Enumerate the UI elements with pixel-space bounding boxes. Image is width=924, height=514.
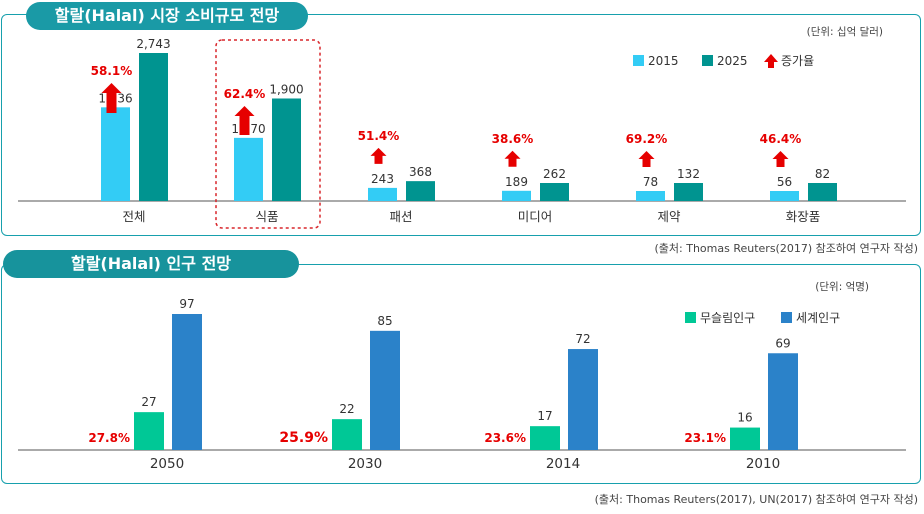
value-label-2025-0: 2,743 [136,37,170,51]
value-label-world-1: 85 [377,314,392,328]
growth-rate-2: 51.4% [358,129,400,143]
legend-label-world: 세계인구 [796,311,840,325]
growth-rate-0: 58.1% [91,64,133,78]
category-label-2: 패션 [389,209,412,224]
bar-world-1 [370,330,400,450]
growth-rate-5: 46.4% [760,132,802,146]
bar-muslim-1 [332,419,362,450]
year-label-1: 2030 [348,456,382,472]
year-label-3: 2010 [746,456,780,472]
bar-2025-2 [406,181,435,201]
legend-swatch-2015 [633,55,644,66]
value-label-world-2: 72 [575,332,590,346]
category-label-5: 화장품 [786,209,821,224]
population-chart-title: 할랄(Halal) 인구 전망 [3,250,299,278]
muslim-share-1: 25.9% [279,430,328,446]
value-label-2025-1: 1,900 [269,82,303,96]
growth-rate-1: 62.4% [224,87,266,101]
bar-2015-4 [636,191,665,201]
bar-world-2 [568,349,598,450]
growth-rate-4: 69.2% [626,132,668,146]
category-label-4: 제약 [657,209,681,224]
value-label-2025-5: 82 [815,167,830,181]
value-label-2015-2: 243 [371,172,394,186]
growth-arrow-0 [101,83,122,113]
food-highlight-box [215,39,321,229]
bar-2015-3 [502,190,531,201]
bar-2025-0 [139,53,168,201]
value-label-world-3: 69 [775,336,790,350]
bar-2025-3 [540,183,569,201]
value-label-muslim-1: 22 [339,402,354,416]
bar-2015-2 [368,187,397,201]
value-label-world-0: 97 [179,297,194,311]
bar-muslim-3 [730,427,760,450]
growth-arrow-3 [504,150,521,167]
growth-arrow-1 [234,106,255,135]
market-unit-label: (단위: 십억 달러) [807,25,883,38]
legend-label-2025: 2025 [717,54,748,68]
legend-label-2015: 2015 [648,54,679,68]
year-label-0: 2050 [150,456,184,472]
population-chart-source: (출처: Thomas Reuters(2017), UN(2017) 참조하여… [594,493,918,506]
bar-2025-1 [272,98,301,201]
value-label-2025-2: 368 [409,165,432,179]
legend-swatch-muslim [685,312,696,323]
value-label-2025-3: 262 [543,167,566,181]
category-label-1: 식품 [255,209,278,224]
bar-world-0 [172,314,202,450]
growth-arrow-4 [638,151,655,167]
legend-label-muslim: 무슬림인구 [700,311,755,325]
value-label-muslim-3: 16 [737,411,752,425]
bar-2015-0 [101,107,130,201]
bar-2015-1 [234,137,263,201]
legend-growth-arrow [764,54,778,68]
legend-swatch-2025 [702,55,713,66]
growth-arrow-5 [772,151,789,167]
year-label-2: 2014 [546,456,580,472]
category-label-3: 미디어 [518,209,553,224]
value-label-muslim-0: 27 [141,395,156,409]
value-label-2015-4: 78 [643,175,658,189]
growth-arrow-2 [370,147,387,164]
bar-muslim-0 [134,412,164,450]
market-chart-title: 할랄(Halal) 시장 소비규모 전망 [26,2,308,30]
bar-2025-4 [674,183,703,201]
bar-2015-5 [770,191,799,201]
growth-rate-3: 38.6% [492,132,534,146]
legend-label-growth: 증가율 [781,54,814,68]
value-label-2015-5: 56 [777,175,792,189]
value-label-2015-3: 189 [505,175,528,189]
legend-swatch-world [781,312,792,323]
value-label-muslim-2: 17 [537,409,552,423]
muslim-share-0: 27.8% [88,431,130,445]
category-label-0: 전체 [122,209,145,224]
value-label-2025-4: 132 [677,167,700,181]
market-chart-source: (출처: Thomas Reuters(2017) 참조하여 연구자 작성) [654,242,919,255]
muslim-share-3: 23.1% [684,431,726,445]
bar-muslim-2 [530,426,560,450]
population-unit-label: (단위: 억명) [815,280,869,293]
muslim-share-2: 23.6% [484,431,526,445]
bar-2025-5 [808,183,837,201]
bar-world-3 [768,353,798,450]
